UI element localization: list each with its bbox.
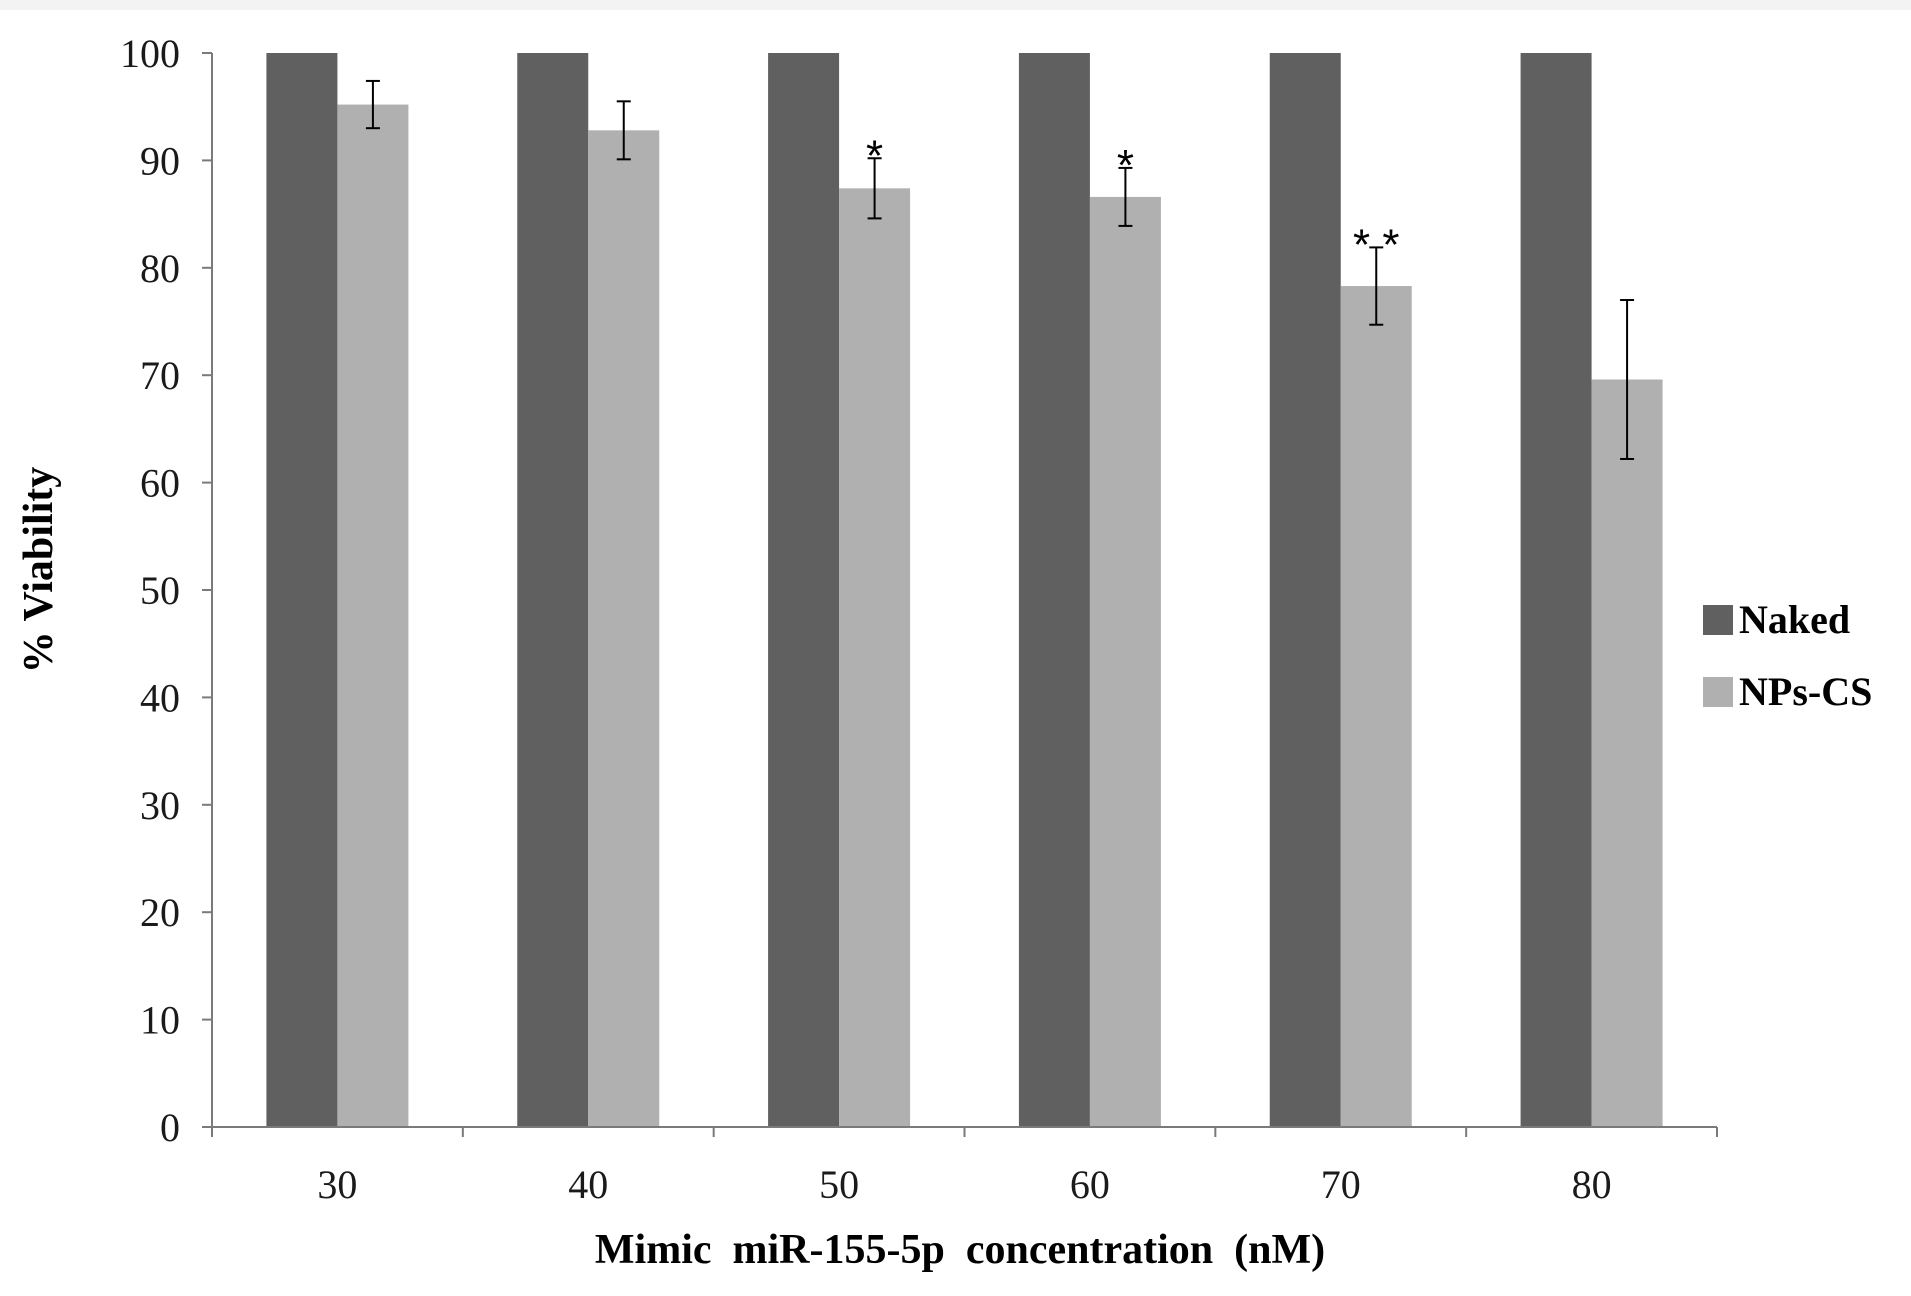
y-tick-label-30: 30 <box>140 783 180 828</box>
top-strip <box>0 0 1911 10</box>
legend-swatch-naked <box>1703 605 1733 635</box>
x-tick-label-50: 50 <box>819 1162 859 1207</box>
x-tick-label-80: 80 <box>1572 1162 1612 1207</box>
significance-marker-60: * <box>1117 141 1134 190</box>
y-axis-title: % Viability <box>16 467 62 674</box>
legend-label-nps-cs: NPs-CS <box>1739 669 1872 714</box>
significance-marker-70: * * <box>1353 220 1399 269</box>
error-bars-layer <box>365 79 1635 460</box>
y-tick-label-90: 90 <box>140 138 180 183</box>
bar-nps-cs-50 <box>839 188 911 1128</box>
y-tick-label-40: 40 <box>140 675 180 720</box>
bar-nps-cs-40 <box>588 130 660 1127</box>
y-tick-label-100: 100 <box>120 31 180 76</box>
bar-naked-40 <box>517 53 589 1127</box>
legend-label-naked: Naked <box>1739 597 1850 642</box>
y-tick-label-50: 50 <box>140 568 180 613</box>
bar-nps-cs-30 <box>337 104 409 1127</box>
x-axis-title: Mimic miR-155-5p concentration (nM) <box>595 1227 1325 1273</box>
y-tick-label-60: 60 <box>140 461 180 506</box>
bar-nps-cs-60 <box>1089 196 1161 1127</box>
bar-naked-60 <box>1018 53 1090 1127</box>
y-tick-label-0: 0 <box>160 1105 180 1150</box>
bar-nps-cs-80 <box>1591 379 1663 1128</box>
bar-naked-70 <box>1269 53 1341 1127</box>
x-tick-label-70: 70 <box>1321 1162 1361 1207</box>
legend-swatch-nps-cs <box>1703 677 1733 707</box>
bar-naked-50 <box>768 53 840 1127</box>
bar-naked-80 <box>1520 53 1592 1127</box>
bars-layer <box>266 53 1663 1128</box>
legend: Naked NPs-CS <box>1703 597 1872 714</box>
y-tick-label-20: 20 <box>140 890 180 935</box>
bar-nps-cs-70 <box>1340 286 1412 1128</box>
bar-naked-30 <box>266 53 338 1127</box>
x-tick-label-30: 30 <box>317 1162 357 1207</box>
x-ticks-layer: 30 40 50 60 70 80 <box>211 1127 1718 1207</box>
x-tick-label-60: 60 <box>1070 1162 1110 1207</box>
y-ticks-layer: 0 10 20 30 40 50 60 70 80 90 100 <box>120 31 212 1150</box>
significance-marker-50: * <box>866 131 883 180</box>
y-tick-label-70: 70 <box>140 353 180 398</box>
y-tick-label-10: 10 <box>140 998 180 1043</box>
axes-layer <box>211 53 1717 1128</box>
y-tick-label-80: 80 <box>140 246 180 291</box>
annotations-layer: * * * * <box>866 131 1399 269</box>
x-tick-label-40: 40 <box>568 1162 608 1207</box>
